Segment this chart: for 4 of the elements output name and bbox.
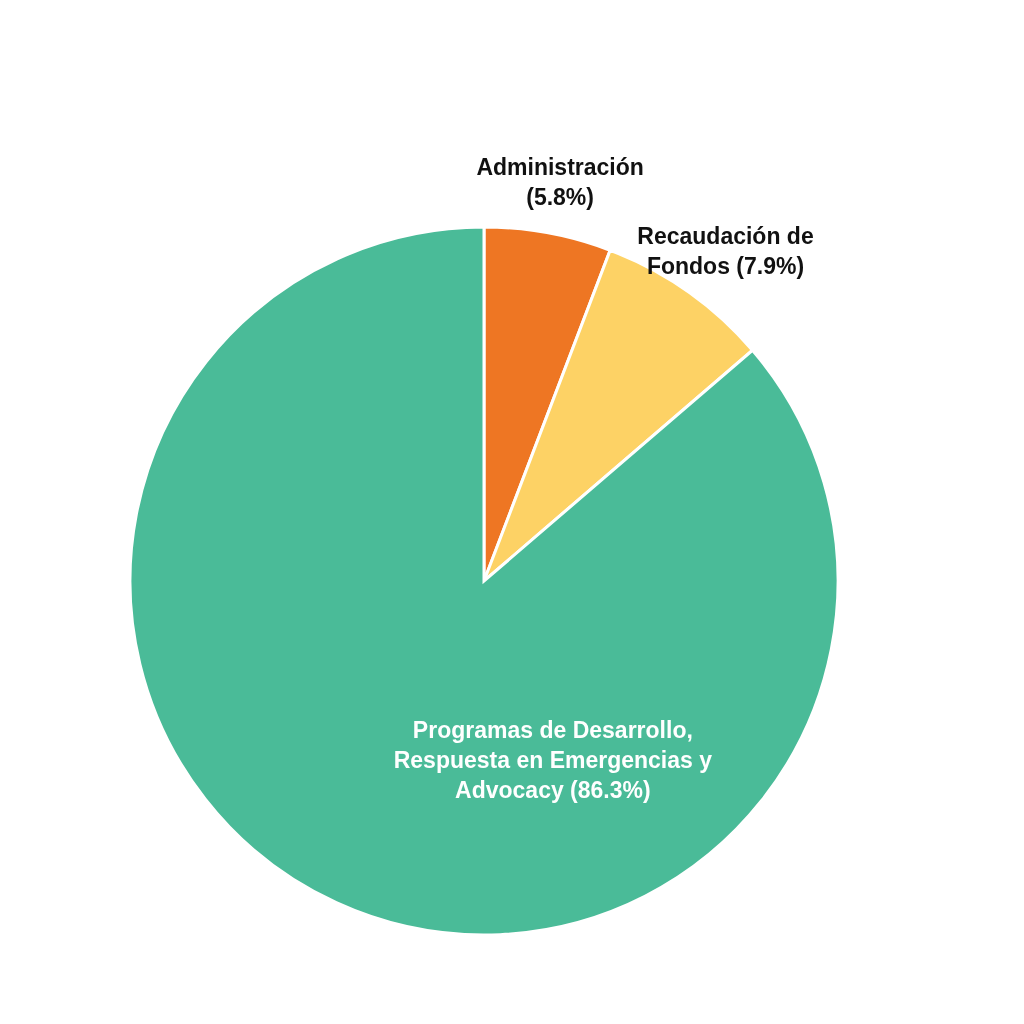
slice-label: Programas de Desarrollo, Respuesta en Emergencias y Advocacy (86.3%) [393,716,713,803]
slice-label: Administración [476,153,644,180]
slice-label: Recaudación de Fondos (7.9%) [637,223,814,280]
data-label: (5.8%) [526,183,594,210]
